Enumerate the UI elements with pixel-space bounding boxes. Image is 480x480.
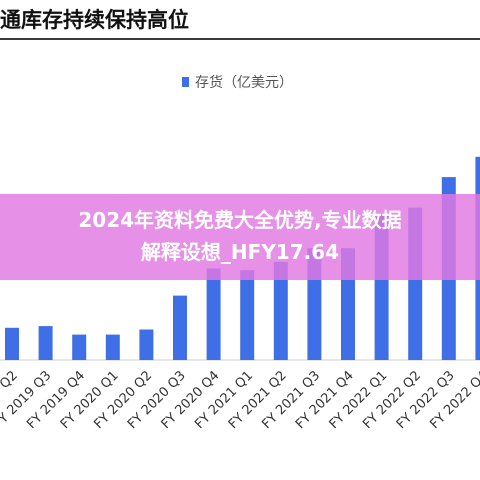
bar — [240, 270, 255, 360]
promo-banner[interactable] — [0, 194, 480, 280]
bar — [72, 334, 87, 360]
legend-label: 存货（亿美元） — [195, 75, 293, 91]
page-title: 通库存持续保持高位 — [0, 7, 189, 32]
x-tick-label: Q2 — [0, 368, 21, 392]
bar — [206, 268, 221, 360]
title-divider — [0, 38, 480, 40]
bar — [273, 261, 288, 360]
bar — [173, 295, 187, 360]
promo-banner-text[interactable]: 2024年资料免费大全优势,专业数据 解释设想_HFY17.64 — [78, 208, 402, 264]
bar — [105, 334, 120, 360]
bar — [139, 329, 154, 360]
bar — [5, 327, 19, 360]
bar — [38, 326, 53, 360]
legend-swatch — [182, 77, 189, 87]
chart-legend: 存货（亿美元） — [182, 72, 293, 92]
